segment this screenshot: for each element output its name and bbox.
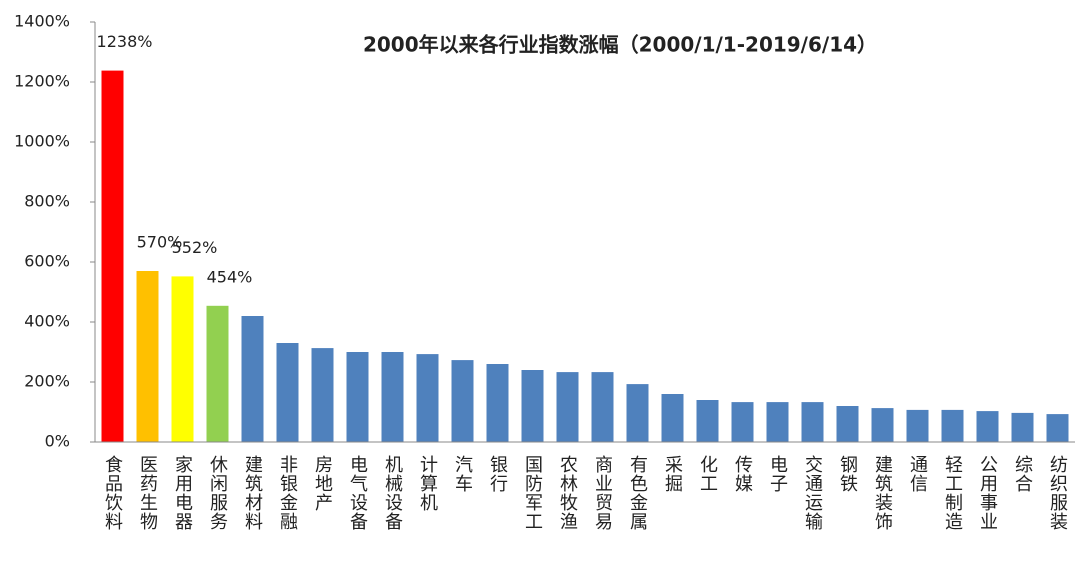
x-tick-label: 非银金融 [277, 455, 298, 531]
x-tick-label: 银行 [487, 455, 508, 493]
data-label: 570% [137, 233, 183, 252]
x-tick-label: 商业贸易 [592, 455, 613, 531]
bar [416, 354, 439, 442]
bar [906, 409, 929, 442]
bar [556, 372, 579, 442]
bar [171, 276, 194, 442]
bar [1046, 414, 1069, 442]
bar [206, 305, 229, 442]
x-tick-label: 钢铁 [837, 455, 858, 493]
bar [101, 70, 124, 442]
x-tick-label: 房地产 [312, 455, 333, 512]
bar [731, 402, 754, 442]
y-tick-label: 1200% [14, 72, 70, 91]
bar [521, 370, 544, 442]
data-label: 454% [207, 267, 253, 286]
y-tick-label: 1000% [14, 132, 70, 151]
bar [696, 400, 719, 442]
y-tick-label: 0% [45, 432, 70, 451]
x-tick-label: 食品饮料 [102, 455, 123, 531]
x-tick-label: 建筑材料 [242, 455, 263, 531]
x-tick-label: 机械设备 [382, 455, 403, 531]
x-tick-label: 有色金属 [627, 455, 648, 531]
bar [136, 271, 159, 442]
bar [311, 348, 334, 442]
chart-title: 2000年以来各行业指数涨幅（2000/1/1-2019/6/14） [363, 33, 877, 57]
bar [766, 402, 789, 442]
x-tick-label: 计算机 [417, 455, 438, 512]
x-tick-label: 电气设备 [347, 455, 368, 531]
x-tick-label: 交通运输 [802, 455, 823, 531]
x-tick-label: 采掘 [662, 455, 683, 493]
x-tick-label: 轻工制造 [942, 455, 963, 531]
bar [346, 352, 369, 442]
bar [381, 352, 404, 442]
x-tick-label: 农林牧渔 [557, 455, 578, 531]
bar [451, 360, 474, 442]
y-tick-label: 600% [24, 252, 70, 271]
x-tick-label: 公用事业 [977, 455, 998, 531]
bar [1011, 412, 1034, 442]
data-label: 552% [172, 238, 218, 257]
bar [871, 408, 894, 442]
bar [241, 316, 264, 442]
x-tick-label: 国防军工 [522, 455, 543, 531]
bar [661, 394, 684, 442]
y-tick-label: 400% [24, 312, 70, 331]
x-tick-label: 休闲服务 [207, 455, 228, 531]
bar [836, 406, 859, 442]
y-tick-label: 1400% [14, 12, 70, 31]
bar [486, 364, 509, 442]
bar [626, 384, 649, 442]
bar [276, 343, 299, 442]
x-tick-label: 医药生物 [137, 455, 158, 531]
bar [941, 409, 964, 442]
bar [801, 402, 824, 442]
x-tick-label: 传媒 [732, 455, 753, 493]
x-tick-label: 综合 [1012, 455, 1033, 493]
x-tick-label: 建筑装饰 [872, 455, 893, 531]
x-tick-label: 电子 [767, 455, 788, 493]
bar [591, 372, 614, 442]
y-tick-label: 800% [24, 192, 70, 211]
x-tick-label: 汽车 [452, 455, 473, 493]
y-tick-label: 200% [24, 372, 70, 391]
x-tick-label: 通信 [907, 455, 928, 493]
x-tick-label: 家用电器 [172, 455, 193, 531]
x-tick-label: 纺织服装 [1047, 455, 1068, 531]
x-tick-label: 化工 [697, 455, 718, 493]
bar [976, 411, 999, 442]
data-label: 1238% [97, 32, 153, 51]
